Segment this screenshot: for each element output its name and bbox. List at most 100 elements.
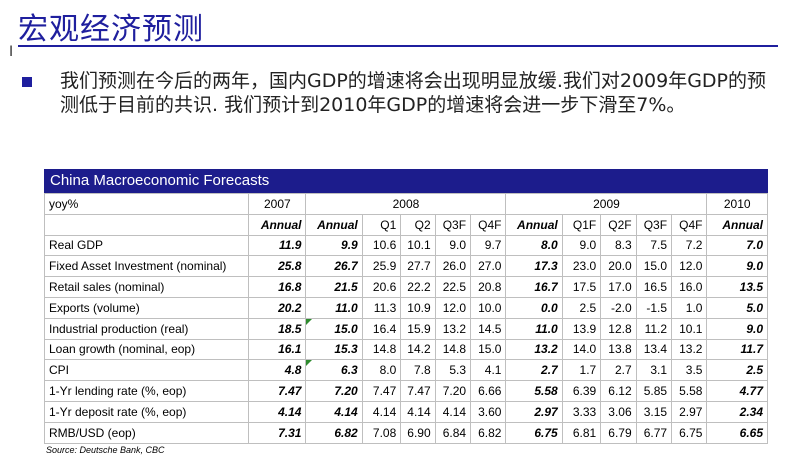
table-cell: 20.2 <box>248 296 307 319</box>
table-row: 1-Yr deposit rate (%, eop) 4.14 4.14 4.14 4.… <box>43 400 768 423</box>
table-cell: 4.77 <box>706 380 768 402</box>
table-cell: 10.1 <box>400 234 436 257</box>
table-cell: 7.31 <box>248 421 307 444</box>
table-cell: 20.6 <box>361 276 402 298</box>
table-cell: 20.0 <box>600 255 637 278</box>
table-cell: 1.7 <box>561 359 602 382</box>
table-cell: 11.7 <box>706 338 768 361</box>
period-header: Annual <box>305 213 363 236</box>
table-cell: 3.5 <box>671 359 708 382</box>
table-cell: 11.2 <box>635 317 673 340</box>
period-header: Q2 <box>400 213 436 236</box>
year-header: 2010 <box>706 193 768 215</box>
period-header: Annual <box>505 213 563 236</box>
table-cell: 11.0 <box>305 296 363 319</box>
table-cell: 13.2 <box>671 338 708 361</box>
table-cell: 23.0 <box>561 255 602 278</box>
table-cell: 2.7 <box>600 359 637 382</box>
table-cell: 7.20 <box>434 380 472 402</box>
table-cell: 16.4 <box>361 317 402 340</box>
period-header: Annual <box>706 213 768 236</box>
row-label: CPI <box>43 359 250 382</box>
period-header-row: Annual Annual Q1 Q2 Q3F Q4F Annual Q1F Q… <box>43 213 768 236</box>
table-cell: 4.14 <box>361 400 402 423</box>
table-cell: 5.58 <box>505 380 563 402</box>
table-cell: 14.0 <box>561 338 602 361</box>
table-title: China Macroeconomic Forecasts <box>44 169 768 193</box>
table-cell: 5.0 <box>706 296 768 319</box>
table-cell: 16.8 <box>248 276 307 298</box>
blank-header-cell <box>43 213 250 236</box>
period-header: Q1F <box>561 213 602 236</box>
table-cell: 7.47 <box>400 380 436 402</box>
table-cell: 11.9 <box>248 234 307 257</box>
row-label: RMB/USD (eop) <box>43 421 250 444</box>
year-header-row: yoy% 2007 2008 2009 2010 <box>43 193 768 215</box>
row-label: Industrial production (real) <box>43 317 250 340</box>
period-header: Annual <box>248 213 307 236</box>
table-cell: 17.0 <box>600 276 637 298</box>
slide-title: 宏观经济预测 <box>18 12 204 47</box>
table-cell: 7.0 <box>706 234 768 257</box>
table-cell: 7.08 <box>361 421 402 444</box>
table-cell: 12.0 <box>434 296 472 319</box>
table-cell: 6.77 <box>635 421 673 444</box>
period-header: Q4F <box>671 213 708 236</box>
table-cell: 1.0 <box>671 296 708 319</box>
table-cell: 7.20 <box>305 380 363 402</box>
table-cell: 2.97 <box>671 400 708 423</box>
table-row: 1-Yr lending rate (%, eop) 7.47 7.20 7.47 7.… <box>43 380 768 402</box>
table-cell: 16.0 <box>671 276 708 298</box>
period-header: Q3F <box>635 213 673 236</box>
table-cell: 18.5 <box>248 317 307 340</box>
table-cell: 16.5 <box>635 276 673 298</box>
table-cell: 6.39 <box>561 380 602 402</box>
year-header: 2008 <box>305 193 507 215</box>
table-cell: 7.47 <box>361 380 402 402</box>
bullet-square-icon <box>22 77 32 87</box>
source-note: Source: Deutsche Bank, CBC <box>46 444 165 455</box>
table-cell: 16.1 <box>248 338 307 361</box>
table-cell: 15.9 <box>400 317 436 340</box>
table-cell: 10.6 <box>361 234 402 257</box>
row-label: 1-Yr deposit rate (%, eop) <box>43 400 250 423</box>
row-label: Fixed Asset Investment (nominal) <box>43 255 250 278</box>
table-cell: 14.2 <box>400 338 436 361</box>
row-label: Real GDP <box>43 234 250 257</box>
text-cursor-icon: I <box>9 44 14 60</box>
table-row: Fixed Asset Investment (nominal) 25.8 26.7… <box>43 255 768 278</box>
table-cell: 6.75 <box>671 421 708 444</box>
table-cell: 6.81 <box>561 421 602 444</box>
table-cell: 9.9 <box>305 234 363 257</box>
table-cell: -2.0 <box>600 296 637 319</box>
table-cell: 5.3 <box>434 359 472 382</box>
table-cell: 3.06 <box>600 400 637 423</box>
table-cell: 2.5 <box>706 359 768 382</box>
table-cell: 2.34 <box>706 400 768 423</box>
table-cell: 15.0 <box>635 255 673 278</box>
table-cell: 4.1 <box>470 359 507 382</box>
table-cell: 25.9 <box>361 255 402 278</box>
table-row: Exports (volume) 20.2 11.0 11.3 10.9 12.0 10.0… <box>43 296 768 319</box>
period-header: Q3F <box>434 213 472 236</box>
table-cell: 13.2 <box>505 338 563 361</box>
table-cell: 6.82 <box>305 421 363 444</box>
table-cell: 6.12 <box>600 380 637 402</box>
table-row: CPI 4.8 6.3 8.0 7.8 5.3 4.1 2.7 1.7 2.7 3.1 3.5 2.5 <box>43 359 768 382</box>
table-cell: 6.75 <box>505 421 563 444</box>
table-cell: 15.0 <box>470 338 507 361</box>
table-cell: 8.0 <box>505 234 563 257</box>
table-cell: 0.0 <box>505 296 563 319</box>
table-cell: 17.3 <box>505 255 563 278</box>
table-cell: 4.8 <box>248 359 307 382</box>
period-header: Q1 <box>361 213 402 236</box>
table-cell: 6.84 <box>434 421 472 444</box>
table-cell: 11.0 <box>505 317 563 340</box>
table-cell: 6.79 <box>600 421 637 444</box>
table-cell: 7.8 <box>400 359 436 382</box>
table-cell: 10.9 <box>400 296 436 319</box>
title-divider <box>18 45 778 47</box>
table-cell: 25.8 <box>248 255 307 278</box>
table-cell: 13.2 <box>434 317 472 340</box>
table-cell: 11.3 <box>361 296 402 319</box>
